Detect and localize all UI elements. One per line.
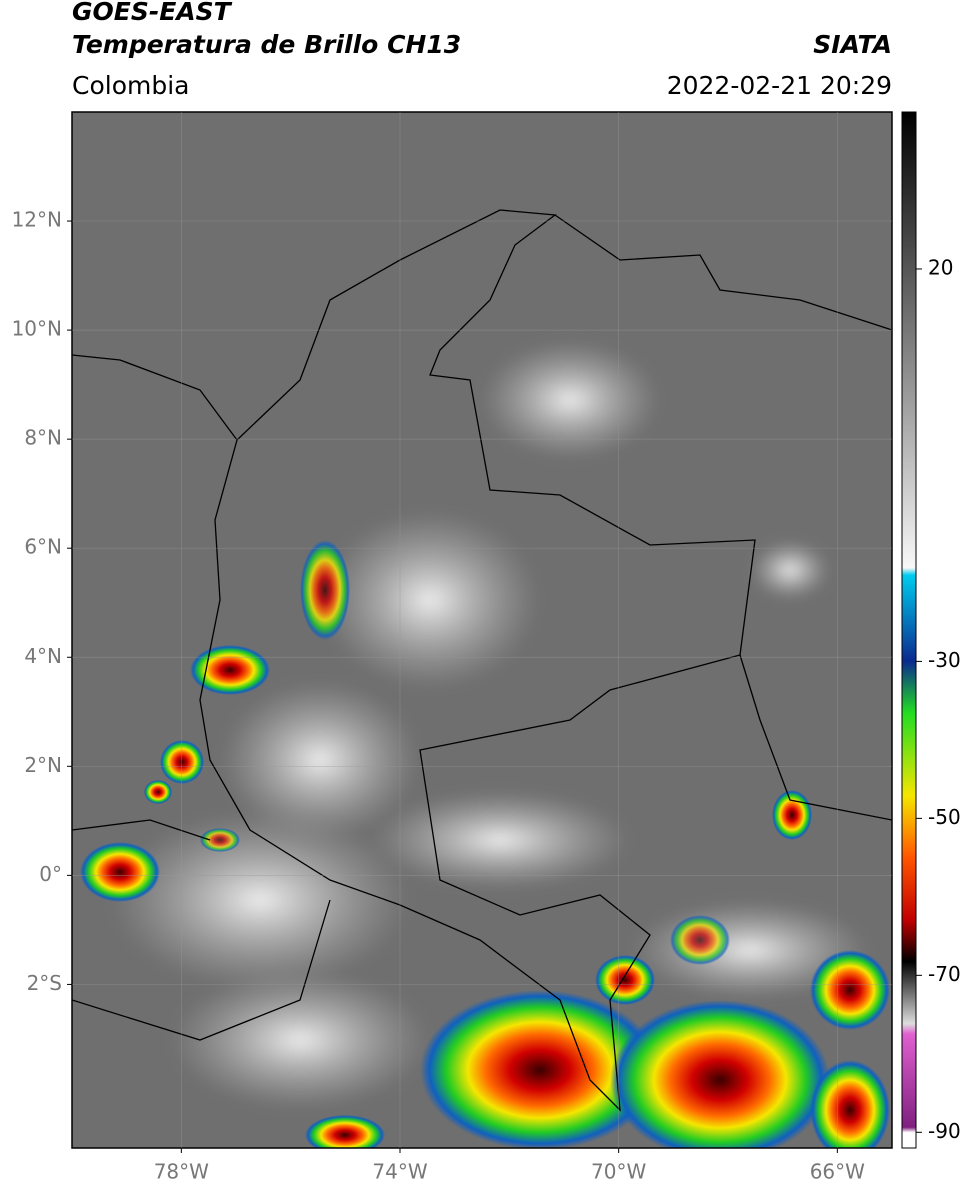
subtitle: Temperatura de Brillo CH13: [72, 30, 461, 59]
map-frame: [71, 111, 893, 1149]
colorbar: [901, 111, 917, 1149]
y-tick-label: 0°: [39, 862, 62, 886]
storms: [80, 540, 890, 1148]
colorbar-tick-label: -70: [928, 962, 961, 986]
imagery: [72, 112, 892, 1148]
source: SIATA: [813, 30, 892, 59]
datetime: 2022-02-21 20:29: [667, 71, 892, 100]
x-tick-label: 70°W: [591, 1160, 646, 1184]
neighbor-border: [72, 214, 892, 1041]
colorbar-tick-label: -90: [928, 1119, 961, 1143]
title: GOES-EAST: [72, 0, 233, 26]
x-tick-label: 78°W: [154, 1160, 209, 1184]
y-tick-label: 2°S: [27, 971, 62, 995]
country-border: [199, 209, 756, 1112]
y-tick-label: 10°N: [12, 317, 62, 341]
region: Colombia: [72, 71, 189, 100]
y-tick-label: 12°N: [12, 208, 62, 232]
colorbar-tick-label: -50: [928, 805, 961, 829]
colorbar-tick-label: 20: [928, 255, 953, 279]
y-tick-label: 2°N: [24, 753, 62, 777]
clouds: [110, 340, 870, 1110]
y-tick-label: 6°N: [24, 535, 62, 559]
y-tick-label: 4°N: [24, 644, 62, 668]
x-tick-label: 74°W: [372, 1160, 427, 1184]
y-tick-label: 8°N: [24, 426, 62, 450]
colorbar-tick-label: -30: [928, 648, 961, 672]
x-tick-label: 66°W: [810, 1160, 865, 1184]
